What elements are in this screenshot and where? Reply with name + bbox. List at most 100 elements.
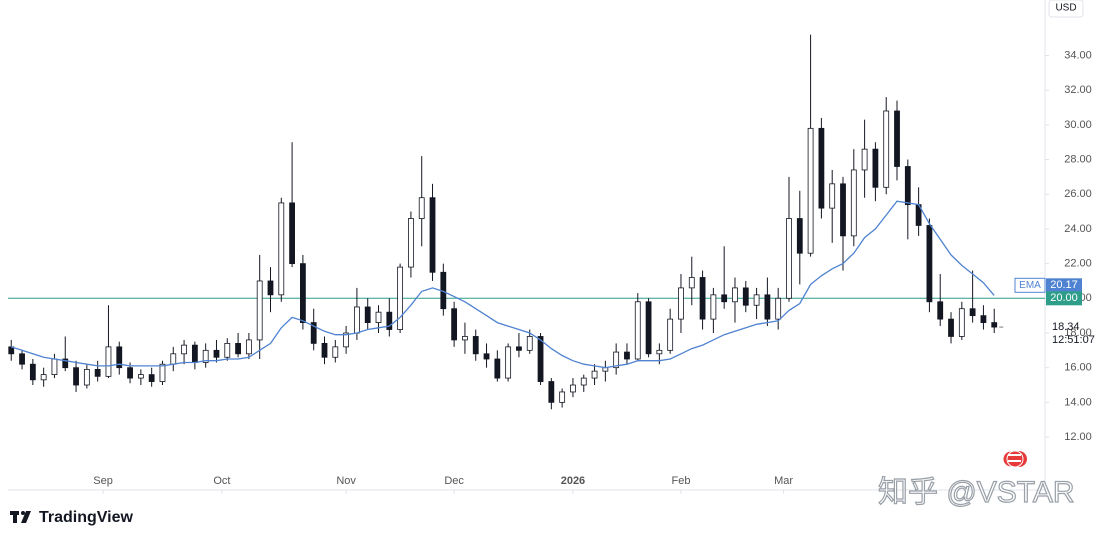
candle-body — [213, 349, 220, 358]
candle-body — [73, 367, 79, 386]
candle-body — [872, 148, 879, 188]
candle-body — [537, 336, 544, 382]
candle-body — [591, 370, 598, 379]
currency: USD — [1055, 3, 1076, 14]
candle-body — [710, 294, 717, 320]
candle-body — [904, 166, 911, 206]
candle-body — [94, 369, 101, 377]
candle-body — [580, 377, 587, 386]
candle-body — [688, 277, 695, 289]
y-tick-label: 30.00 — [1064, 119, 1092, 131]
candle-body — [127, 367, 133, 379]
candle-body — [462, 336, 468, 341]
candle-body — [235, 342, 241, 355]
candle-body — [137, 374, 144, 379]
ema-tag-name: EMA — [1019, 280, 1041, 291]
x-tick-label: Sep — [93, 475, 113, 487]
candle-body — [386, 311, 393, 330]
candle-body — [364, 306, 371, 323]
y-tick-label: 24.00 — [1064, 223, 1092, 235]
candle-body — [267, 280, 274, 296]
candle-body — [570, 384, 576, 393]
candle-body — [958, 308, 965, 337]
candle-body — [926, 225, 933, 303]
candle-body — [181, 344, 187, 355]
ema-value-tag — [1046, 278, 1082, 293]
hline-label: 20.00 — [1050, 292, 1078, 304]
candle-body — [289, 202, 295, 265]
candle-body — [278, 202, 285, 296]
candle-body — [526, 336, 533, 351]
candle-body — [937, 301, 944, 320]
candle-body — [29, 363, 36, 381]
x-tick-label: Feb — [671, 475, 690, 487]
candle-body — [354, 306, 360, 334]
candle-body — [429, 197, 436, 273]
x-tick-label: Dec — [444, 475, 464, 487]
candle-body — [656, 349, 663, 355]
candle-body — [807, 127, 814, 254]
y-tick-label: 18.00 — [1064, 327, 1092, 339]
candle-body — [764, 294, 771, 320]
candle-body — [483, 353, 490, 360]
x-tick-label: 2026 — [561, 475, 585, 487]
candle-body — [667, 318, 674, 351]
x-tick-label: Mar — [774, 475, 793, 487]
candle-body — [19, 353, 25, 365]
y-tick-label: 16.00 — [1064, 362, 1092, 374]
candle-body — [624, 351, 630, 360]
candle-body — [418, 197, 425, 219]
candle-body — [224, 342, 231, 358]
y-tick-label: 14.00 — [1064, 396, 1092, 408]
candle-body — [861, 148, 868, 171]
candle-body — [678, 287, 684, 320]
candle-body — [51, 358, 58, 376]
candle-body — [256, 280, 263, 341]
candle-body — [332, 346, 339, 358]
candle-body — [796, 218, 803, 254]
logo-icon — [10, 511, 31, 523]
watermark: 知乎 @VSTAR — [878, 476, 1075, 509]
candle-body — [753, 294, 760, 306]
candle-body — [850, 169, 857, 237]
candle-body — [299, 263, 306, 323]
currency-box[interactable] — [1048, 0, 1084, 18]
candle-body — [375, 311, 382, 323]
y-tick-label: 28.00 — [1064, 153, 1092, 165]
candle-body — [472, 336, 479, 355]
candle-body — [494, 358, 501, 379]
last-price: 18.34 — [1052, 321, 1080, 333]
y-tick-label: 34.00 — [1064, 49, 1092, 61]
candle-body — [991, 322, 998, 328]
candle-body — [116, 346, 123, 369]
candle-body — [969, 308, 976, 317]
candle-body — [83, 369, 90, 386]
candle-body — [613, 351, 620, 369]
ema-value: 20.17 — [1050, 279, 1078, 291]
ema-line — [11, 200, 995, 369]
candle-body — [202, 349, 209, 363]
candle-body — [516, 346, 522, 351]
candle-body — [948, 318, 954, 337]
ema-tag — [1014, 277, 1046, 293]
candle-body — [505, 346, 512, 379]
candle-body — [894, 110, 900, 167]
candle-body — [645, 301, 652, 355]
candle-body — [732, 287, 738, 303]
hline-tag — [1046, 291, 1082, 306]
y-tick-label: 22.00 — [1064, 258, 1092, 270]
last-time: 12:51:07 — [1052, 334, 1095, 346]
candle-body — [170, 353, 177, 365]
candle-body — [191, 344, 198, 363]
candle-body — [343, 332, 350, 348]
candle-body — [829, 183, 836, 209]
flag-icon — [1002, 450, 1027, 468]
candle-body — [840, 183, 846, 237]
candle-body — [548, 381, 555, 403]
candle-body — [62, 358, 69, 369]
y-tick-label: 26.00 — [1064, 188, 1092, 200]
candle-body — [721, 294, 728, 303]
candle-body — [634, 301, 641, 360]
